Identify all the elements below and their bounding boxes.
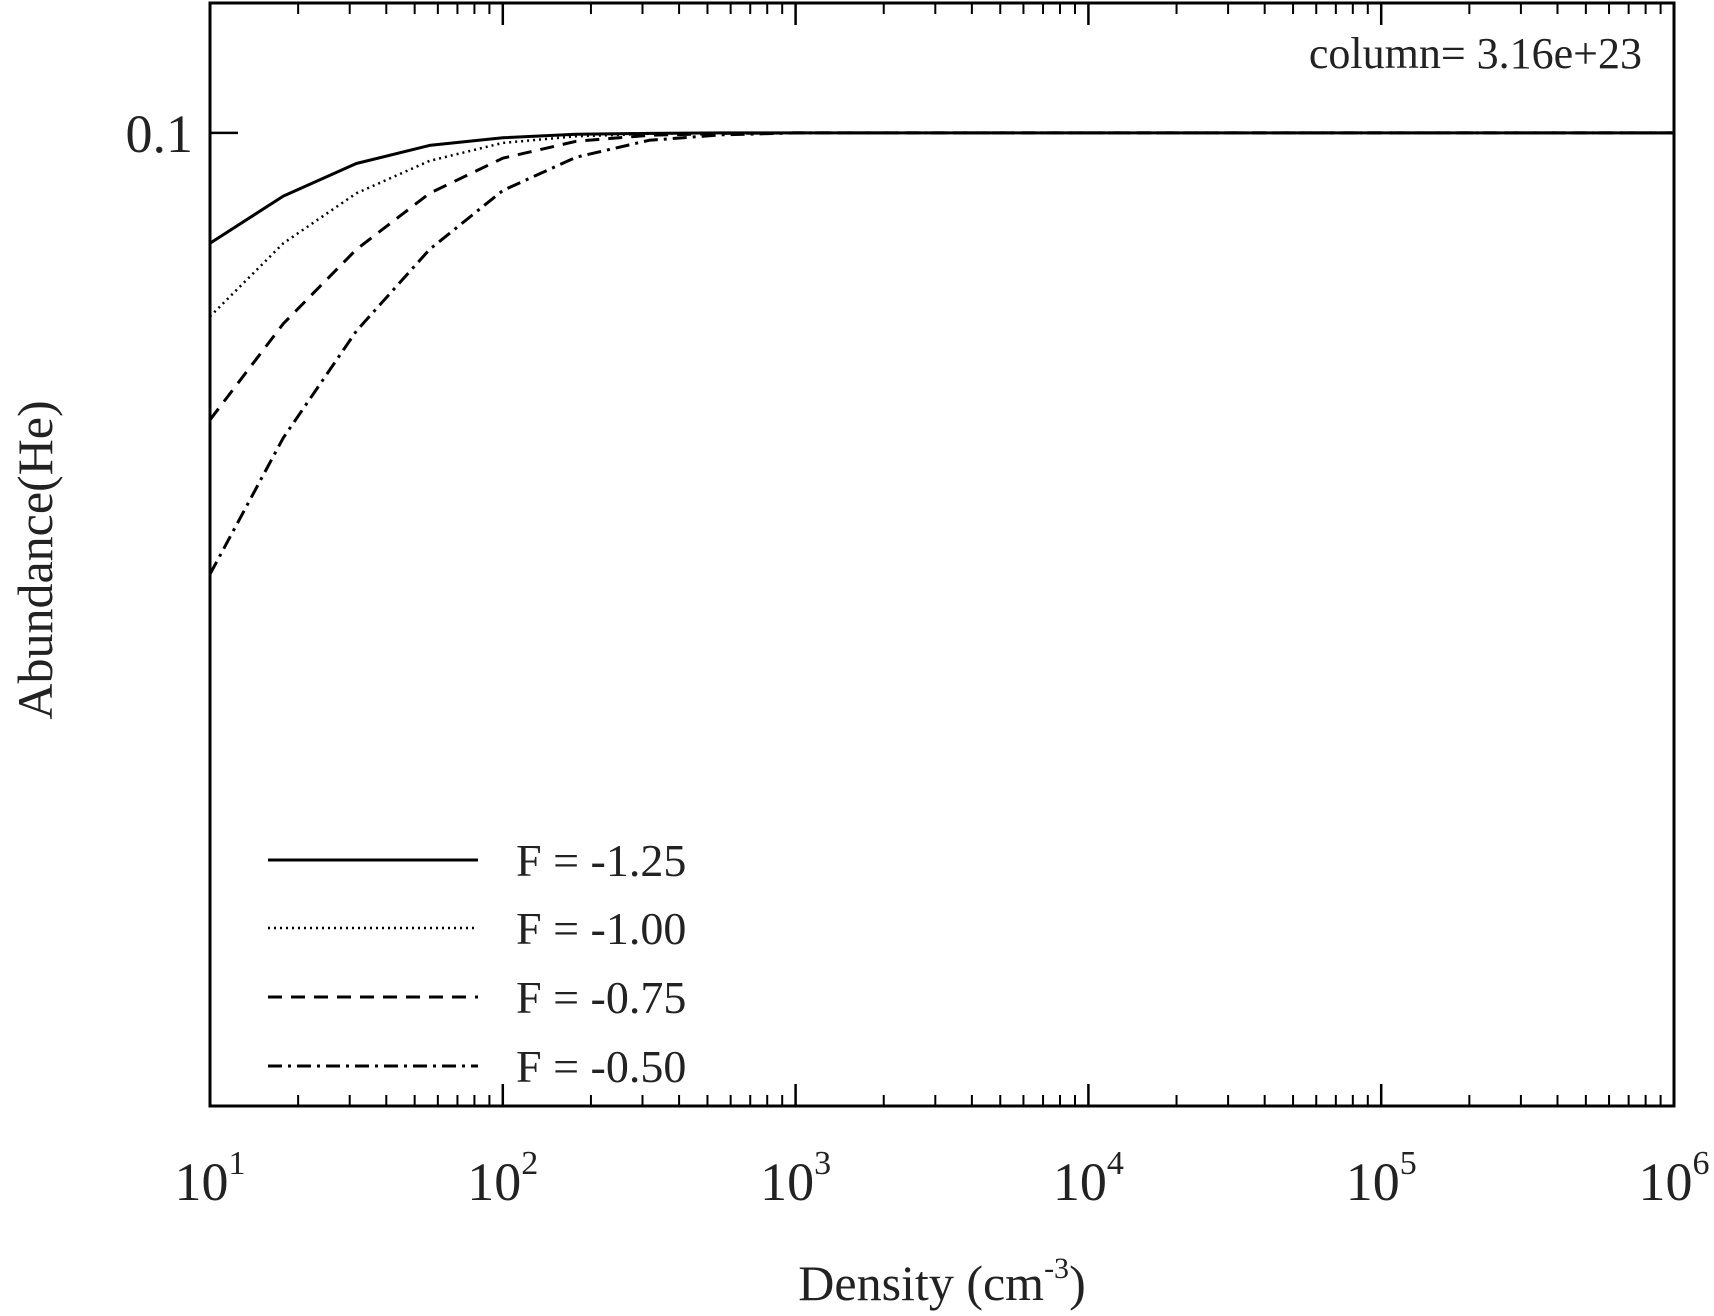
x-axis-title: Density (cm-3) [798,1252,1085,1311]
y-tick-labels: 0.1 [126,104,194,164]
x-tick-label-exp: 4 [1107,1145,1124,1182]
series-line-0 [209,131,1674,245]
x-tick-label-1: 102 [467,1145,538,1212]
minor-ticks [297,3,1662,1106]
legend-label-1: F = -1.00 [516,903,686,954]
series-line-2 [208,131,1674,421]
annotation-column: column= 3.16e+23 [1309,29,1642,78]
legend-label-2: F = -0.75 [516,972,686,1023]
legend: F = -1.25 F = -1.00 F = -0.75 F = -0.50 [268,835,686,1092]
x-tick-label-5: 106 [1639,1145,1710,1212]
x-axis-title-sup: -3 [1044,1252,1069,1285]
major-ticks [208,3,1676,1106]
x-tick-label-exp: 2 [521,1145,538,1182]
x-tick-label-exp: 6 [1693,1145,1710,1182]
x-tick-label-exp: 1 [229,1145,246,1182]
y-tick-label-0: 0.1 [126,104,194,164]
legend-label-3: F = -0.50 [516,1041,686,1092]
series-line-1 [209,131,1674,318]
x-tick-label-exp: 3 [814,1145,831,1182]
series-line-3 [208,131,1674,575]
x-tick-label-base: 10 [760,1152,814,1212]
x-tick-label-0: 101 [175,1145,246,1212]
x-tick-label-exp: 5 [1400,1145,1417,1182]
x-tick-label-3: 104 [1053,1145,1124,1212]
x-tick-labels: 101 102 103 104 105 106 [175,1145,1710,1212]
x-tick-label-base: 10 [1053,1152,1107,1212]
x-tick-label-base: 10 [467,1152,521,1212]
x-tick-label-4: 105 [1346,1145,1417,1212]
x-axis-title-base: Density (cm [798,1255,1044,1311]
series-group [208,131,1674,575]
x-tick-label-base: 10 [1639,1152,1693,1212]
legend-label-0: F = -1.25 [516,835,686,886]
x-tick-label-base: 10 [175,1152,229,1212]
y-axis-title: Abundance(He) [7,400,63,719]
x-tick-label-base: 10 [1346,1152,1400,1212]
x-tick-label-2: 103 [760,1145,831,1212]
plot-frame [208,1,1676,1108]
x-axis-title-close: ) [1069,1255,1086,1311]
